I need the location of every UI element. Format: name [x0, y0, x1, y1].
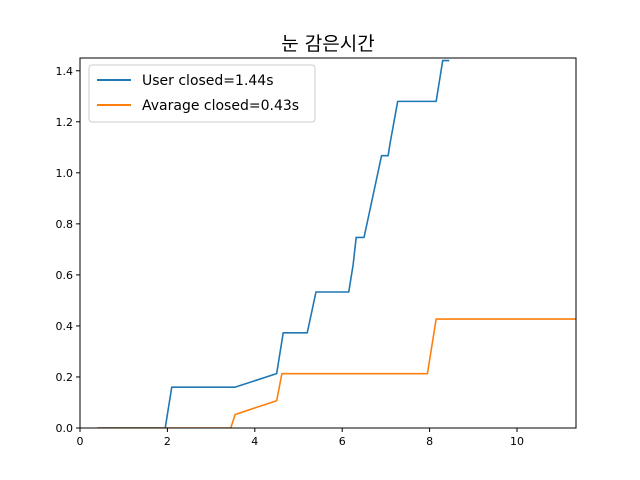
y-tick-label: 1.0: [56, 167, 74, 180]
series-line-0: [97, 59, 450, 428]
y-tick-label: 0.8: [56, 218, 74, 231]
y-tick-label: 1.4: [56, 65, 74, 78]
plot-frame: [79, 57, 577, 429]
y-tick-label: 0.0: [56, 422, 74, 435]
x-tick-label: 0: [77, 435, 84, 448]
legend-label-user: User closed=1.44s: [142, 73, 274, 89]
series-layer: [97, 59, 576, 428]
y-tick-label: 1.2: [56, 116, 74, 129]
y-tick-label: 0.4: [56, 320, 74, 333]
y-tick-label: 0.6: [56, 269, 74, 282]
y-tick-label: 0.2: [56, 371, 74, 384]
legend-frame: [88, 64, 316, 123]
x-tick-label: 6: [339, 435, 346, 448]
x-tick-label: 2: [164, 435, 171, 448]
legend: User closed=1.44s Avarage closed=0.43s: [88, 64, 316, 123]
y-axis: 0.0 0.2 0.4 0.6 0.8 1.0 1.2 1.4: [56, 65, 80, 435]
legend-label-average: Avarage closed=0.43s: [142, 98, 299, 114]
x-axis: 0 2 4 6 8 10: [77, 428, 524, 448]
x-tick-label: 4: [251, 435, 258, 448]
series-line-1: [97, 318, 576, 428]
x-tick-label: 10: [510, 435, 524, 448]
chart-title: 눈 감은시간: [281, 33, 374, 55]
x-tick-label: 8: [426, 435, 433, 448]
